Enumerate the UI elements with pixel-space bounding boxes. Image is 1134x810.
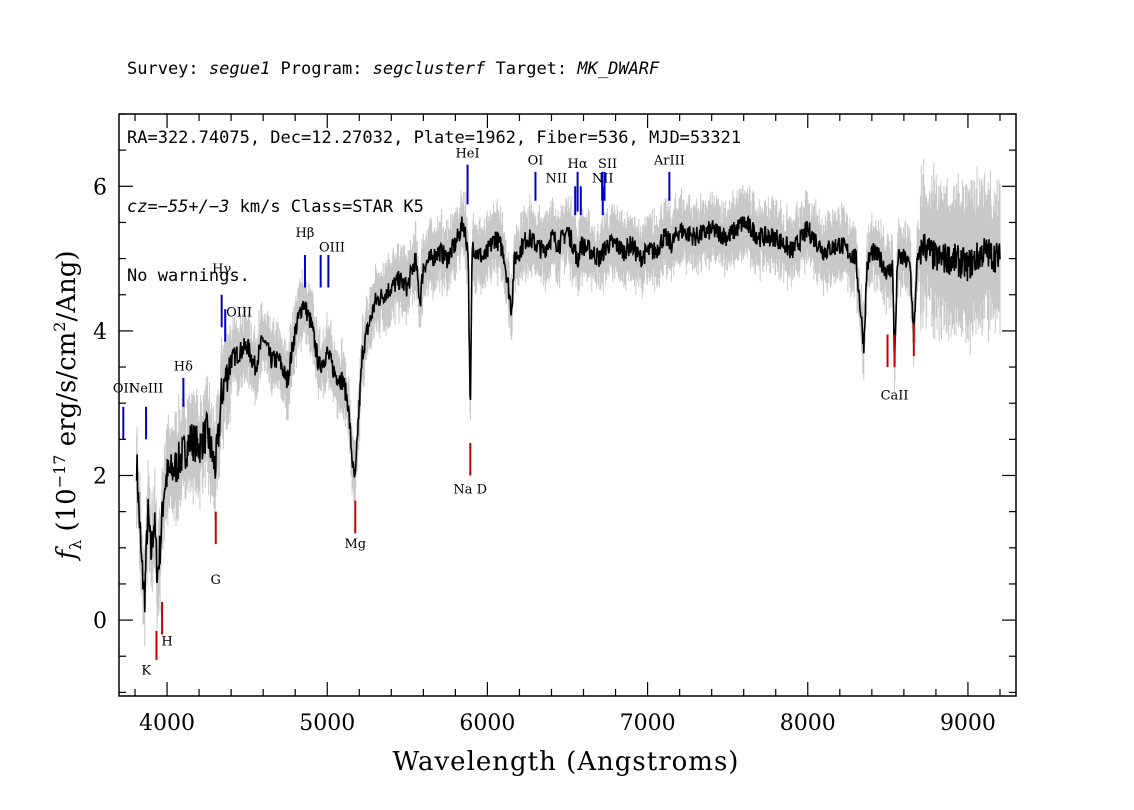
survey-label: Survey:: [127, 59, 209, 79]
emission-line-label: NeIII: [129, 381, 163, 396]
x-axis-label: Wavelength (Angstroms): [393, 747, 740, 777]
ylabel-mid: erg/s/cm: [52, 332, 82, 455]
class-text: km/s Class=STAR K5: [229, 197, 424, 217]
emission-line-label: ArIII: [653, 154, 685, 169]
absorption-line-label: CaII: [881, 389, 909, 404]
cz-label: cz: [127, 197, 148, 217]
emission-line-label: Hδ: [174, 360, 193, 375]
emission-line-label: Hα: [568, 157, 588, 172]
header-line-warnings: No warnings.: [127, 266, 250, 286]
emission-line-label: OI: [528, 154, 544, 169]
cz-value: =−55+/−3: [147, 197, 230, 217]
program-label: Program:: [270, 59, 373, 79]
header-line-redshift: cz=−55+/−3 km/s Class=STAR K5: [127, 196, 741, 219]
header-line-coords: RA=322.74075, Dec=12.27032, Plate=1962, …: [127, 128, 742, 148]
emission-line-label: HeI: [455, 146, 479, 161]
x-tick-label: 6000: [459, 711, 515, 736]
emission-line-label: NII: [545, 172, 567, 187]
emission-line-label: SII: [598, 157, 617, 172]
emission-line-label: Hβ: [296, 226, 315, 241]
absorption-line-label: H: [161, 634, 172, 649]
x-tick-label: 7000: [620, 711, 676, 736]
plot-frame: [118, 113, 1017, 697]
y-axis-label: fλ (10−17 erg/s/cm2/Ang): [50, 250, 85, 561]
flux-series: [135, 214, 1001, 613]
plot-border: [118, 113, 1017, 697]
program-value: segclusterf: [372, 59, 486, 79]
ylabel-exp2: 2: [50, 322, 69, 332]
y-tick-label: 2: [93, 464, 107, 489]
ylabel-sub: λ: [66, 540, 85, 550]
x-tick-label: 9000: [940, 711, 996, 736]
absorption-line-label: Na D: [453, 483, 487, 498]
target-value: MK_DWARF: [577, 59, 660, 79]
ylabel-exp: −17: [50, 455, 69, 489]
absorption-line-label: Mg: [344, 537, 366, 552]
header-line-survey: Survey: segue1 Program: segclusterf Targ…: [127, 58, 741, 81]
x-tick-label: 4000: [139, 711, 195, 736]
y-tick-label: 0: [93, 609, 107, 634]
emission-line-label: Hγ: [212, 262, 231, 277]
survey-value: segue1: [208, 59, 271, 79]
emission-line-label: OIII: [319, 240, 345, 255]
y-tick-label: 6: [93, 175, 107, 200]
spectrum-header: Survey: segue1 Program: segclusterf Targ…: [127, 12, 741, 311]
y-tick-label: 4: [93, 320, 107, 345]
flux-line: [135, 214, 1001, 613]
ylabel-post: /Ang): [52, 250, 82, 321]
emission-line-label: NII: [592, 172, 614, 187]
x-axis: 4000 5000 6000 7000 8000 9000: [134, 114, 1001, 736]
y-axis: 0 2 4 6: [93, 113, 1016, 693]
target-label: Target:: [485, 59, 578, 79]
x-tick-label: 8000: [780, 711, 836, 736]
ylabel-pre: (10: [52, 488, 82, 540]
emission-line-label: OII: [113, 381, 134, 396]
emission-line-label: OIII: [226, 305, 252, 320]
absorption-line-label: K: [141, 663, 151, 678]
x-tick-label: 5000: [299, 711, 355, 736]
absorption-line-label: G: [211, 573, 221, 588]
